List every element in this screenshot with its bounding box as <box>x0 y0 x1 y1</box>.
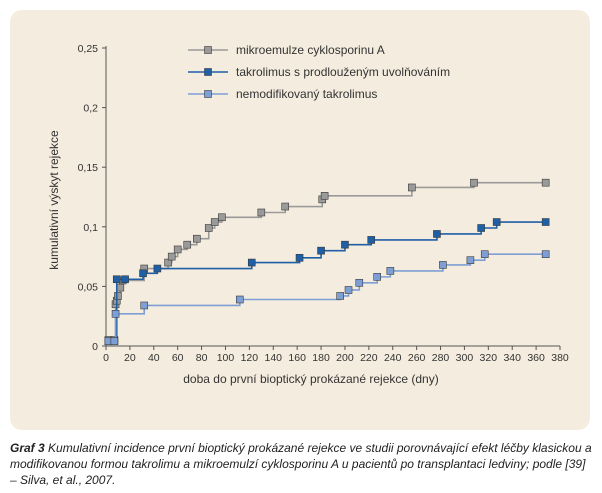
axes: 0 0,05 0,1 0,15 0,2 0,25 0 20 40 60 80 100 120 140 160… <box>78 43 569 364</box>
caption-label: Graf 3 <box>10 441 45 455</box>
x-tick-label: 280 <box>432 352 450 364</box>
data-point <box>153 264 162 273</box>
x-tick-label: 220 <box>360 352 378 364</box>
data-point <box>140 301 149 310</box>
x-tick-label: 240 <box>384 352 402 364</box>
data-point <box>183 240 192 249</box>
data-point <box>110 337 119 346</box>
data-point <box>344 286 353 294</box>
x-tick-label: 120 <box>241 352 259 364</box>
data-point <box>281 202 290 211</box>
data-point <box>295 253 304 262</box>
x-tick-label: 80 <box>196 352 208 364</box>
y-axis-title: kumulativní výskyt rejekce <box>47 130 61 270</box>
data-point <box>317 246 325 255</box>
legend: mikroemulze cyklosporinu A takrolimus s p… <box>188 43 450 101</box>
x-tick-label: 100 <box>217 352 235 364</box>
caption-text: Kumulativní incidence první bioptický pr… <box>10 441 592 487</box>
x-tick-label: 300 <box>456 352 474 364</box>
series-layer <box>104 178 550 346</box>
x-tick-label: 380 <box>551 352 569 364</box>
data-point <box>367 236 376 244</box>
legend-item: takrolimus s prodlouženým uvolňováním <box>188 65 450 79</box>
data-point <box>355 279 364 287</box>
data-point <box>111 310 120 318</box>
x-tick-label: 160 <box>288 352 306 364</box>
x-tick-label: 40 <box>148 352 160 364</box>
data-point <box>210 218 219 226</box>
legend-label: takrolimus s prodlouženým uvolňováním <box>236 65 450 79</box>
y-tick-label: 0,05 <box>78 281 99 293</box>
data-point <box>408 183 416 192</box>
data-point <box>114 292 122 300</box>
legend-label: mikroemulze cyklosporinu A <box>236 43 385 57</box>
data-point <box>477 224 485 232</box>
data-point <box>116 283 125 292</box>
data-point <box>492 218 501 226</box>
legend-label: nemodifikovaný takrolimus <box>236 87 377 101</box>
chart-panel: 0 0,05 0,1 0,15 0,2 0,25 0 20 40 60 80 100 120 140 160… <box>10 10 590 430</box>
series-line <box>108 253 546 343</box>
legend-swatch-marker <box>204 46 212 54</box>
data-point <box>336 292 344 300</box>
data-point <box>470 178 478 187</box>
x-tick-label: 20 <box>124 352 136 364</box>
data-point <box>439 261 447 269</box>
data-point <box>167 252 176 261</box>
series-line <box>108 221 546 343</box>
data-point <box>541 178 550 187</box>
x-tick-label: 180 <box>312 352 330 364</box>
series-3 <box>104 250 550 346</box>
data-point <box>193 234 201 243</box>
y-tick-label: 0,2 <box>83 103 98 115</box>
data-point <box>373 273 382 281</box>
x-tick-label: 260 <box>408 352 426 364</box>
data-point <box>386 267 395 275</box>
data-point <box>121 275 129 284</box>
data-point <box>204 224 213 232</box>
series-line <box>108 181 546 341</box>
data-point <box>433 230 441 238</box>
data-point <box>139 269 147 278</box>
series-1 <box>104 178 550 344</box>
x-tick-label: 200 <box>336 352 354 364</box>
data-point <box>257 208 266 217</box>
series-2 <box>104 218 550 346</box>
data-point <box>218 213 226 222</box>
legend-item: mikroemulze cyklosporinu A <box>188 43 385 57</box>
figure-caption: Graf 3 Kumulativní incidence první biopt… <box>10 440 592 488</box>
data-point <box>541 250 550 259</box>
data-point <box>541 218 550 226</box>
x-tick-label: 60 <box>172 352 184 364</box>
x-tick-label: 340 <box>503 352 521 364</box>
x-axis-title: doba do první bioptický prokázané rejekc… <box>183 372 438 386</box>
x-tick-label: 320 <box>480 352 498 364</box>
legend-item: nemodifikovaný takrolimus <box>188 87 377 101</box>
y-tick-label: 0 <box>92 341 98 353</box>
data-point <box>112 275 121 284</box>
y-tick-label: 0,25 <box>78 43 99 55</box>
chart-svg: 0 0,05 0,1 0,15 0,2 0,25 0 20 40 60 80 100 120 140 160… <box>47 43 569 386</box>
x-tick-label: 360 <box>527 352 545 364</box>
data-point <box>247 258 256 267</box>
data-point <box>341 240 349 249</box>
data-point <box>236 295 244 304</box>
y-tick-label: 0,1 <box>83 222 98 234</box>
x-tick-label: 0 <box>103 352 109 364</box>
data-point <box>320 192 329 200</box>
data-point <box>466 256 475 264</box>
x-tick-label: 140 <box>264 352 282 364</box>
y-tick-label: 0,15 <box>78 162 99 174</box>
legend-swatch-marker <box>204 68 212 76</box>
data-point <box>480 250 489 259</box>
data-point <box>173 245 182 254</box>
legend-swatch-marker <box>204 90 212 98</box>
